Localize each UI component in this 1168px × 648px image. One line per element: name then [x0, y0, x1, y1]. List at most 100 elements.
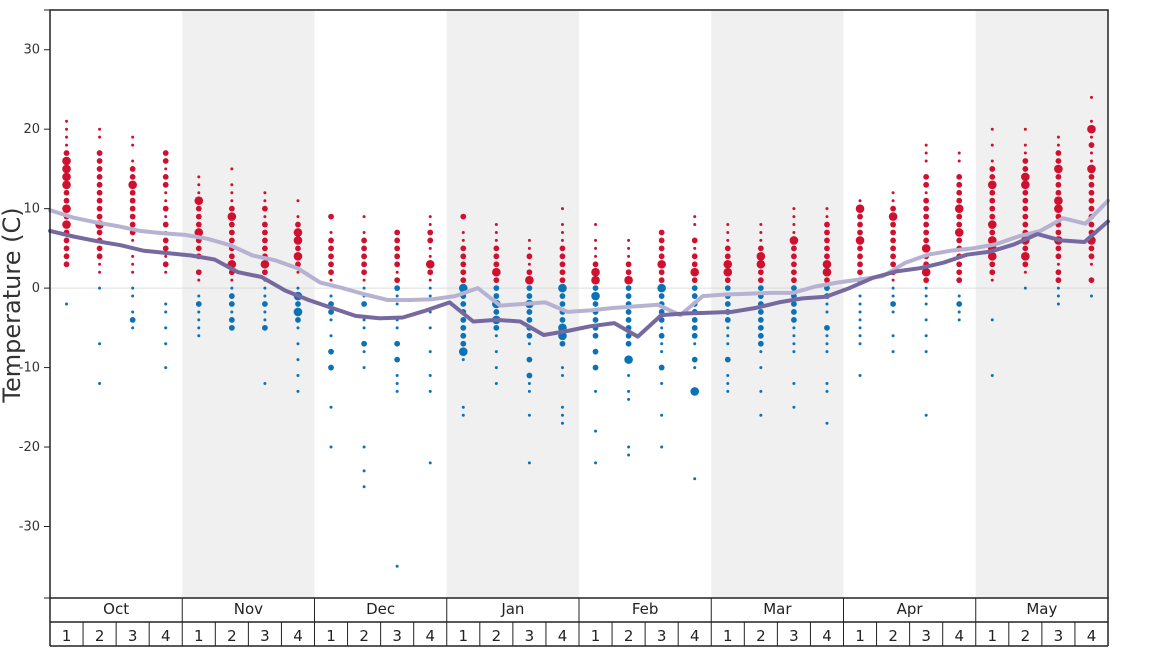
month-band — [182, 10, 315, 598]
warm-dot — [1021, 180, 1030, 190]
warm-dot — [825, 215, 829, 219]
warm-dot — [759, 223, 763, 227]
cold-dot — [558, 283, 567, 293]
y-tick-label: -10 — [19, 361, 40, 376]
cold-dot — [228, 324, 235, 331]
warm-dot — [1021, 172, 1030, 182]
warm-dot — [956, 261, 963, 268]
warm-dot — [559, 253, 566, 260]
week-label: 2 — [1021, 627, 1031, 645]
cold-dot — [295, 301, 301, 307]
week-label: 2 — [756, 627, 766, 645]
cold-dot — [328, 364, 334, 371]
cold-dot — [825, 350, 829, 354]
warm-dot — [824, 277, 830, 284]
cold-dot — [394, 356, 401, 363]
warm-dot — [164, 167, 168, 171]
warm-dot — [460, 245, 467, 252]
warm-dot — [328, 261, 334, 268]
cold-dot — [362, 350, 366, 354]
cold-dot — [460, 301, 467, 307]
cold-dot — [493, 324, 500, 331]
warm-dot — [1088, 277, 1095, 284]
cold-dot — [627, 445, 631, 449]
warm-dot — [857, 269, 863, 276]
warm-dot — [724, 253, 731, 260]
warm-dot — [857, 261, 863, 268]
warm-dot — [493, 277, 500, 284]
warm-dot — [162, 221, 169, 228]
warm-dot — [1022, 221, 1029, 228]
cold-dot — [956, 301, 963, 307]
warm-dot — [62, 156, 71, 166]
cold-dot — [691, 316, 698, 323]
warm-dot — [65, 135, 69, 139]
warm-dot — [1054, 164, 1063, 174]
warm-dot — [594, 254, 598, 258]
warm-dot — [858, 199, 862, 203]
cold-dot — [592, 316, 599, 323]
warm-dot — [162, 261, 169, 268]
cold-dot — [362, 326, 366, 330]
y-tick-label: 0 — [32, 281, 40, 296]
cold-dot — [263, 286, 267, 290]
warm-dot — [756, 259, 766, 269]
warm-dot — [990, 159, 994, 163]
warm-dot — [890, 205, 896, 212]
cold-dot — [458, 283, 468, 293]
month-label: Feb — [632, 600, 659, 618]
warm-dot — [228, 237, 235, 244]
warm-dot — [63, 197, 70, 204]
week-label: 4 — [1087, 627, 1097, 645]
cold-dot — [627, 389, 631, 393]
cold-dot — [657, 283, 666, 293]
warm-dot — [791, 261, 797, 268]
cold-dot — [526, 372, 533, 379]
cold-dot — [329, 405, 333, 409]
cold-dot — [726, 374, 730, 378]
warm-dot — [228, 221, 235, 228]
cold-dot — [560, 413, 564, 417]
cold-dot — [891, 310, 895, 314]
warm-dot — [594, 246, 598, 250]
warm-dot — [195, 245, 202, 252]
cold-dot — [726, 389, 730, 393]
warm-dot — [657, 259, 666, 269]
warm-dot — [1022, 158, 1029, 164]
warm-dot — [791, 245, 797, 252]
cold-dot — [1056, 294, 1060, 298]
cold-dot — [296, 342, 300, 346]
warm-dot — [956, 213, 963, 220]
warm-dot — [96, 197, 103, 204]
cold-dot — [757, 324, 764, 331]
cold-dot — [660, 445, 664, 449]
cold-dot — [560, 374, 564, 378]
warm-dot — [559, 269, 566, 276]
upper-trend-line — [48, 198, 1110, 318]
cold-dot — [362, 366, 366, 370]
week-label: 2 — [227, 627, 237, 645]
cold-dot — [759, 413, 763, 417]
cold-dot — [395, 564, 399, 568]
warm-dot — [293, 252, 303, 261]
cold-dot — [460, 316, 467, 323]
warm-dot — [989, 213, 996, 220]
week-label: 1 — [62, 627, 72, 645]
warm-dot — [263, 199, 267, 203]
warm-dot — [591, 275, 600, 285]
warm-dot — [693, 215, 697, 219]
cold-dot — [792, 334, 796, 338]
cold-dot — [131, 294, 135, 298]
warm-dot — [921, 267, 931, 277]
warm-dot — [63, 245, 70, 252]
warm-dot — [460, 213, 467, 220]
warm-dot — [1021, 252, 1030, 261]
warm-dot — [791, 253, 797, 260]
cold-dot — [195, 301, 202, 307]
cold-dot — [329, 318, 333, 322]
cold-dot — [395, 326, 399, 330]
warm-dot — [989, 229, 996, 236]
cold-dot — [724, 316, 731, 323]
warm-dot — [96, 181, 103, 188]
cold-dot — [592, 364, 599, 371]
